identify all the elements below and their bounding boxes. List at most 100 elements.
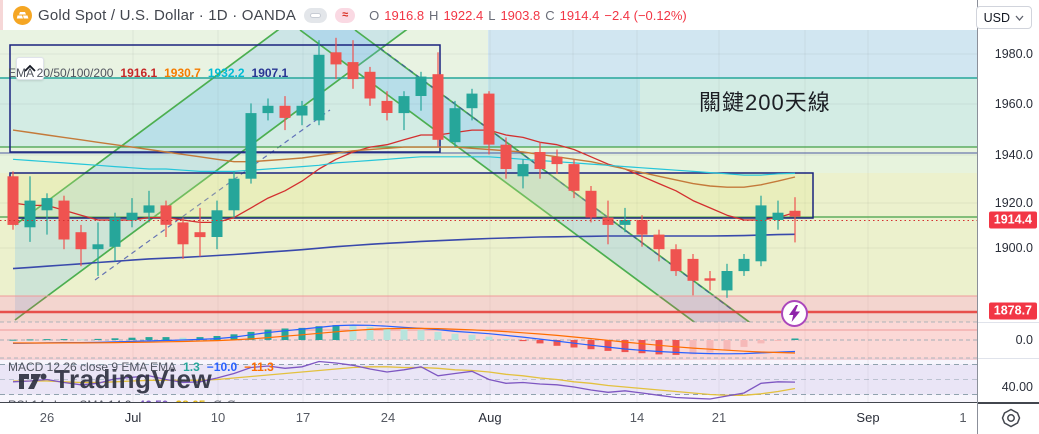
candle-body: [415, 76, 427, 96]
time-tick-10: 10: [210, 410, 226, 425]
macd-hist-bar: [281, 328, 289, 340]
macd-line: [12, 324, 796, 355]
ascending-channel-upper-line[interactable]: [14, 30, 460, 226]
candle-body: [279, 105, 291, 118]
macd-hist-bar: [162, 337, 170, 340]
ema-legend[interactable]: EMA 20/50/100/200 1916.1 1930.7 1932.2 1907…: [8, 66, 288, 80]
macd-hist-bar: [94, 338, 102, 340]
candle-body: [568, 164, 580, 191]
macd-legend-value-2: −11.3: [244, 360, 274, 374]
candle-body: [381, 100, 393, 113]
ema-curve-ema20: [12, 129, 796, 224]
price-plot[interactable]: [0, 30, 977, 402]
tradingview-logo-icon: [19, 373, 47, 389]
macd-hist-bar: [451, 333, 459, 340]
macd-hist-bar: [706, 340, 714, 353]
time-tick-24: 24: [380, 410, 396, 425]
macd-hist-bar: [604, 340, 612, 351]
chevron-up-icon: [24, 64, 36, 72]
ema-curve-ema100: [12, 156, 796, 176]
time-tick-26: 26: [39, 410, 55, 425]
macd-hist-bar: [672, 340, 680, 355]
ema-legend-value-2: 1932.2: [207, 66, 245, 80]
collapse-legend-button[interactable]: [16, 57, 44, 80]
high-key: H: [429, 7, 439, 23]
price-tick-1980.0: 1980.0: [994, 47, 1033, 61]
zone-topleft-green: [0, 30, 488, 78]
tradingview-watermark: TradingView: [18, 364, 212, 395]
candle-body: [24, 200, 36, 228]
macd-hist-bar: [332, 325, 340, 340]
macd-hist-bar: [383, 328, 391, 340]
candle-body: [126, 212, 138, 220]
macd-hist-bar: [621, 340, 629, 353]
price-tick-1940.0: 1940.0: [994, 148, 1033, 162]
rsi-legend[interactable]: RSI 14 close SMA 14 2 46.50 38.05 ∅ ∅: [8, 398, 236, 402]
macd-hist-bar: [400, 329, 408, 340]
candle-body: [721, 271, 733, 291]
ema-legend-value-1: 1930.7: [164, 66, 201, 80]
macd-hist-bar: [128, 337, 136, 340]
macd-hist-bar: [774, 340, 782, 341]
rsi-legend-value-1: 38.05: [175, 398, 205, 402]
close-key: C: [545, 7, 555, 23]
approx-status-pill[interactable]: ≈: [335, 7, 356, 23]
macd-hist-bar: [434, 331, 442, 340]
chart-header: Gold Spot / U.S. Dollar · 1D · OANDA ≈ O…: [0, 0, 977, 30]
rsi-legend-value-2: ∅ ∅: [212, 398, 236, 402]
price-tick-1920.0: 1920.0: [994, 196, 1033, 210]
macd-hist-bar: [60, 339, 68, 341]
ohlc-readout: O 1916.8 H 1922.4 L 1903.8 C 1914.4 −2.4 (−0…: [369, 8, 687, 23]
market-status-pill[interactable]: [304, 7, 328, 23]
macd-hist-bar: [196, 337, 204, 340]
time-tick-Aug: Aug: [478, 410, 502, 425]
open-value: 1916.8: [384, 7, 425, 23]
macd-hist-bar: [689, 340, 697, 355]
time-axis[interactable]: 26 Jul 10 17 24 Aug 14 21 Sep 1: [0, 402, 977, 434]
price-axis[interactable]: USD 1980.0 1960.0 1940.0 1920.0 1900.0 0.0 40.…: [975, 0, 1039, 434]
currency-dropdown[interactable]: USD: [975, 6, 1032, 29]
time-tick-17: 17: [295, 410, 311, 425]
macd-hist-bar: [247, 331, 255, 340]
price-tick-40.00: 40.00: [1001, 380, 1033, 394]
candle-body: [517, 164, 529, 177]
watermark-text: TradingView: [54, 364, 213, 394]
candle-body: [364, 71, 376, 99]
macd-hist-bar: [791, 338, 799, 340]
macd-legend[interactable]: MACD 12 26 close 9 EMA EMA 1.3 −10.0 −11.3: [8, 360, 274, 374]
lightning-marker[interactable]: [781, 300, 808, 327]
macd-legend-title: MACD 12 26 close 9 EMA EMA: [8, 360, 177, 374]
ascending-dashed-trendline[interactable]: [94, 109, 331, 281]
macd-legend-value-0: 1.3: [183, 360, 200, 374]
candle-body: [585, 190, 597, 218]
macd-hist-bar: [519, 340, 527, 342]
ema-legend-value-3: 1907.1: [251, 66, 289, 80]
candle-body: [7, 176, 19, 225]
macd-hist-bar: [757, 340, 765, 344]
zone-blue-column: [488, 78, 640, 147]
candle-body: [483, 93, 495, 145]
macd-hist-bar: [179, 337, 187, 340]
candle-body: [789, 210, 801, 217]
chevron-down-icon: [1015, 15, 1024, 21]
rsi-sma-line: [13, 366, 796, 396]
macd-hist-bar: [264, 329, 272, 340]
currency-label: USD: [983, 10, 1010, 25]
low-key: L: [488, 7, 496, 23]
macd-hist-bar: [655, 340, 663, 355]
price-label-1914.4: 1914.4: [988, 211, 1037, 229]
symbol-title[interactable]: Gold Spot / U.S. Dollar · 1D · OANDA: [38, 6, 297, 24]
candle-body: [41, 198, 53, 211]
chart-canvas[interactable]: 關鍵200天線 TradingView EMA 20/50/100/200 19…: [0, 30, 977, 402]
macd-signal-line: [13, 327, 796, 354]
macd-hist-bar: [26, 339, 34, 341]
candle-body: [75, 232, 87, 250]
macd-plot: [9, 324, 799, 355]
chart-annotation-200day: 關鍵200天線: [699, 90, 831, 115]
gold-symbol-icon[interactable]: [13, 5, 32, 25]
candle-body: [432, 74, 444, 140]
macd-hist-bar: [553, 340, 561, 346]
resistance-zone-box[interactable]: [9, 172, 814, 219]
candle-body: [466, 93, 478, 109]
axis-settings-button[interactable]: [1001, 408, 1021, 431]
